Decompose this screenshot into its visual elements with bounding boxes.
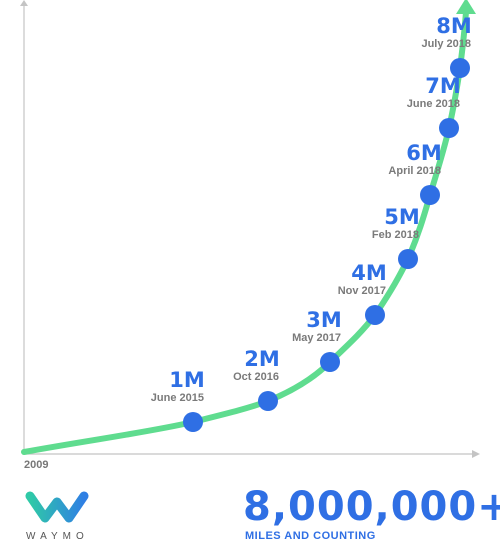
growth-arrow-icon	[456, 0, 476, 14]
data-point-date-label: July 2018	[421, 38, 471, 50]
data-point-date-label: Oct 2016	[233, 371, 279, 383]
x-origin-label: 2009	[24, 459, 48, 471]
data-point-marker	[320, 352, 340, 372]
data-point-value-label: 7M	[425, 74, 461, 98]
data-point-date-label: June 2015	[151, 392, 204, 404]
data-point-marker	[258, 391, 278, 411]
data-point-date-label: April 2018	[388, 165, 441, 177]
data-point-marker	[450, 58, 470, 78]
data-point-value-label: 5M	[384, 205, 420, 229]
x-axis-arrow-icon	[472, 450, 480, 458]
data-point-date-label: June 2018	[407, 98, 460, 110]
data-point-value-label: 3M	[306, 308, 342, 332]
data-point-date-label: Feb 2018	[372, 229, 419, 241]
data-point-date-label: Nov 2017	[338, 285, 386, 297]
data-point-date-label: May 2017	[292, 332, 341, 344]
data-point-marker	[420, 185, 440, 205]
waymo-logo-icon	[25, 491, 89, 523]
total-miles: 8,000,000+	[243, 484, 500, 530]
data-point-value-label: 8M	[436, 14, 472, 38]
data-point-marker	[365, 305, 385, 325]
data-point-marker	[183, 412, 203, 432]
data-point-marker	[439, 118, 459, 138]
tagline: MILES AND COUNTING	[245, 530, 376, 542]
data-point-value-label: 1M	[169, 368, 205, 392]
data-point-value-label: 2M	[244, 347, 280, 371]
data-point-marker	[398, 249, 418, 269]
data-point-value-label: 4M	[351, 261, 387, 285]
data-point-value-label: 6M	[406, 141, 442, 165]
y-axis-arrow-icon	[20, 0, 28, 6]
brand-name: WAYMO	[26, 531, 89, 542]
